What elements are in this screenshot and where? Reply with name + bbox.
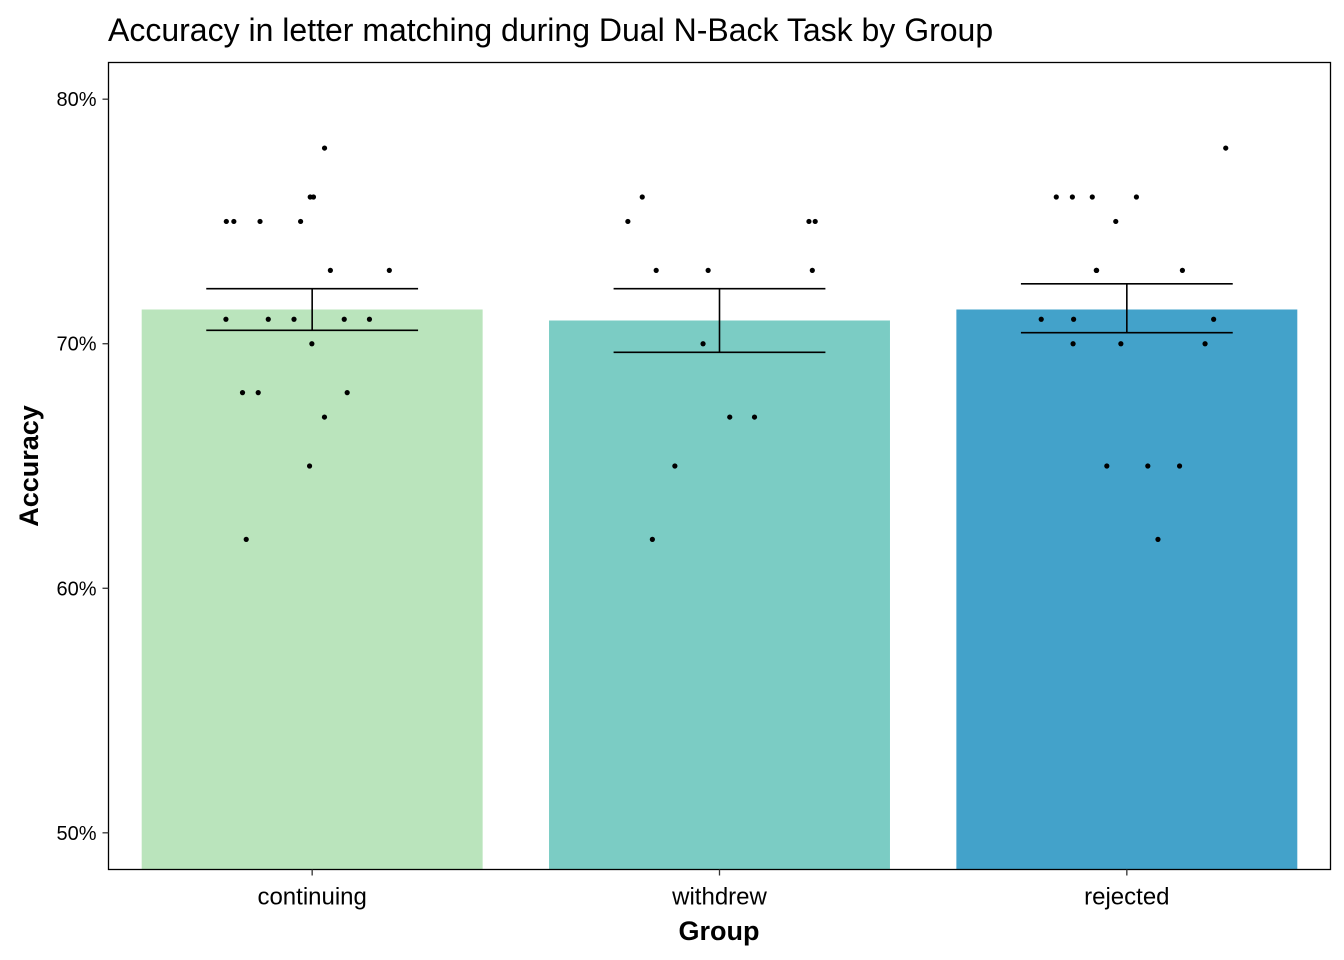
data-point-rejected [1176,463,1183,469]
data-point-rejected [1089,194,1095,200]
data-point-rejected [1038,316,1044,322]
data-point-continuing [265,316,271,322]
y-axis-title: Accuracy [14,405,44,527]
errorbars-layer [206,283,1233,354]
data-point-continuing [223,316,229,322]
data-point-withdrew [649,536,655,542]
data-point-continuing [310,194,317,200]
data-point-continuing [341,316,347,322]
error-bar-withdrew [613,287,826,354]
data-point-rejected [1104,463,1110,469]
data-point-withdrew [639,194,645,200]
data-point-rejected [1133,194,1140,200]
data-point-rejected [1071,316,1077,322]
data-point-withdrew [812,218,818,225]
y-tick-label: 60% [56,578,96,600]
data-point-continuing [344,390,350,396]
error-bar-rejected [1020,283,1233,334]
x-axis: continuing withdrew rejected [257,869,1170,911]
y-tick-label: 70% [56,334,96,356]
data-point-continuing [321,145,328,151]
data-point-rejected [1145,463,1151,469]
bar-rejected [956,309,1298,870]
bar-withdrew [549,320,890,870]
data-point-rejected [1070,341,1076,347]
data-point-rejected [1155,536,1161,542]
data-point-rejected [1202,341,1208,347]
data-point-continuing [291,316,297,322]
y-tick-label: 80% [56,89,96,111]
error-bar-continuing [206,287,419,332]
x-axis-title: Group [679,916,760,946]
data-point-withdrew [727,414,733,420]
data-point-withdrew [653,267,659,273]
data-point-withdrew [809,267,815,273]
data-point-withdrew [751,414,758,420]
chart-title: Accuracy in letter matching during Dual … [108,12,993,48]
data-point-withdrew [705,267,711,273]
data-point-rejected [1179,267,1186,273]
points-layer [223,145,1229,542]
bars-layer [141,309,1298,870]
data-point-continuing [327,267,333,273]
data-point-rejected [1069,194,1075,200]
data-point-withdrew [672,463,678,469]
data-point-continuing [298,218,304,225]
y-tick-label: 50% [56,823,96,845]
data-point-continuing [257,218,263,225]
data-point-rejected [1118,341,1124,347]
data-point-continuing [309,341,315,347]
data-point-continuing [243,536,249,542]
data-point-rejected [1053,194,1059,200]
data-point-continuing [306,463,313,469]
data-point-rejected [1113,218,1119,225]
data-point-withdrew [700,341,706,347]
data-point-withdrew [806,218,812,225]
data-point-continuing [321,414,328,420]
data-point-continuing [386,267,392,273]
x-tick-label-continuing: continuing [257,884,366,911]
data-point-continuing [366,316,373,322]
data-point-continuing [239,390,246,396]
data-point-rejected [1211,316,1217,322]
x-tick-label-withdrew: withdrew [671,884,767,911]
x-tick-label-rejected: rejected [1084,884,1169,911]
data-point-rejected [1093,267,1099,273]
y-axis: 50% 60% 70% 80% [56,89,109,845]
data-point-continuing [223,218,229,225]
data-point-withdrew [625,218,631,225]
data-point-continuing [255,390,261,396]
data-point-continuing [231,218,237,225]
bar-continuing [141,309,483,870]
data-point-rejected [1223,145,1229,151]
